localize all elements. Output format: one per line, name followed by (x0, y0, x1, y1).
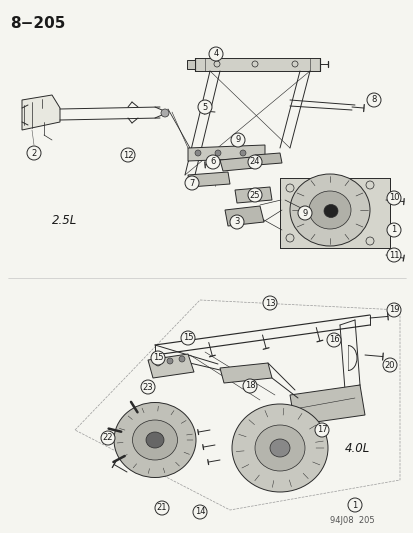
Ellipse shape (254, 425, 304, 471)
Circle shape (141, 380, 154, 394)
Text: 22: 22 (102, 433, 113, 442)
Text: 3: 3 (234, 217, 239, 227)
Circle shape (382, 358, 396, 372)
Circle shape (247, 188, 261, 202)
Circle shape (192, 505, 206, 519)
Circle shape (230, 133, 244, 147)
Text: 1: 1 (390, 225, 396, 235)
Polygon shape (279, 178, 389, 248)
Polygon shape (219, 157, 254, 171)
Circle shape (180, 331, 195, 345)
Circle shape (166, 358, 173, 364)
Ellipse shape (323, 205, 337, 217)
Text: 9: 9 (301, 208, 307, 217)
Text: 9: 9 (235, 135, 240, 144)
Text: 6: 6 (210, 157, 215, 166)
Circle shape (326, 333, 340, 347)
Polygon shape (22, 95, 60, 130)
Polygon shape (289, 385, 364, 425)
Ellipse shape (308, 191, 350, 229)
Circle shape (121, 148, 135, 162)
Circle shape (314, 423, 328, 437)
Polygon shape (188, 145, 264, 161)
Text: 2: 2 (31, 149, 36, 157)
Ellipse shape (146, 432, 164, 448)
Text: 25: 25 (249, 190, 260, 199)
Circle shape (386, 191, 400, 205)
Text: 12: 12 (122, 150, 133, 159)
Text: 13: 13 (264, 298, 275, 308)
Circle shape (161, 109, 169, 117)
Polygon shape (147, 354, 194, 378)
Text: 21: 21 (157, 504, 167, 513)
Text: 10: 10 (388, 193, 398, 203)
Text: 2.5L: 2.5L (52, 214, 77, 227)
Circle shape (27, 146, 41, 160)
Polygon shape (188, 172, 230, 187)
Circle shape (154, 360, 161, 366)
Ellipse shape (132, 420, 177, 460)
Text: 5: 5 (202, 102, 207, 111)
Text: 94J08  205: 94J08 205 (329, 516, 373, 525)
Text: 4.0L: 4.0L (344, 441, 369, 455)
Text: 16: 16 (328, 335, 339, 344)
Circle shape (262, 296, 276, 310)
Text: 8: 8 (370, 95, 376, 104)
Text: 17: 17 (316, 425, 327, 434)
Text: 8−205: 8−205 (10, 16, 65, 31)
Circle shape (214, 150, 221, 156)
Circle shape (386, 303, 400, 317)
Text: 20: 20 (384, 360, 394, 369)
Polygon shape (224, 206, 263, 226)
Polygon shape (219, 363, 271, 383)
Circle shape (242, 379, 256, 393)
Text: 7: 7 (189, 179, 194, 188)
Text: 15: 15 (152, 353, 163, 362)
Polygon shape (187, 60, 195, 69)
Circle shape (240, 150, 245, 156)
Text: 19: 19 (388, 305, 398, 314)
Ellipse shape (269, 439, 289, 457)
Text: 4: 4 (213, 50, 218, 59)
Circle shape (247, 155, 261, 169)
Circle shape (386, 223, 400, 237)
Circle shape (195, 150, 201, 156)
Ellipse shape (289, 174, 369, 246)
Circle shape (297, 206, 311, 220)
Circle shape (185, 176, 199, 190)
Ellipse shape (114, 402, 195, 478)
Polygon shape (235, 187, 271, 203)
Circle shape (178, 356, 185, 362)
Circle shape (197, 100, 211, 114)
Circle shape (347, 498, 361, 512)
Ellipse shape (231, 404, 327, 492)
Text: 24: 24 (249, 157, 260, 166)
Text: 1: 1 (351, 500, 357, 510)
Text: 23: 23 (142, 383, 153, 392)
Polygon shape (254, 153, 281, 165)
Text: 15: 15 (182, 334, 193, 343)
Circle shape (151, 351, 165, 365)
Circle shape (209, 47, 223, 61)
Circle shape (230, 215, 243, 229)
Polygon shape (195, 58, 319, 71)
Circle shape (101, 431, 115, 445)
Circle shape (386, 248, 400, 262)
Text: 11: 11 (388, 251, 398, 260)
Text: 14: 14 (194, 507, 205, 516)
Circle shape (206, 155, 219, 169)
Text: 18: 18 (244, 382, 255, 391)
Circle shape (154, 501, 169, 515)
Circle shape (366, 93, 380, 107)
